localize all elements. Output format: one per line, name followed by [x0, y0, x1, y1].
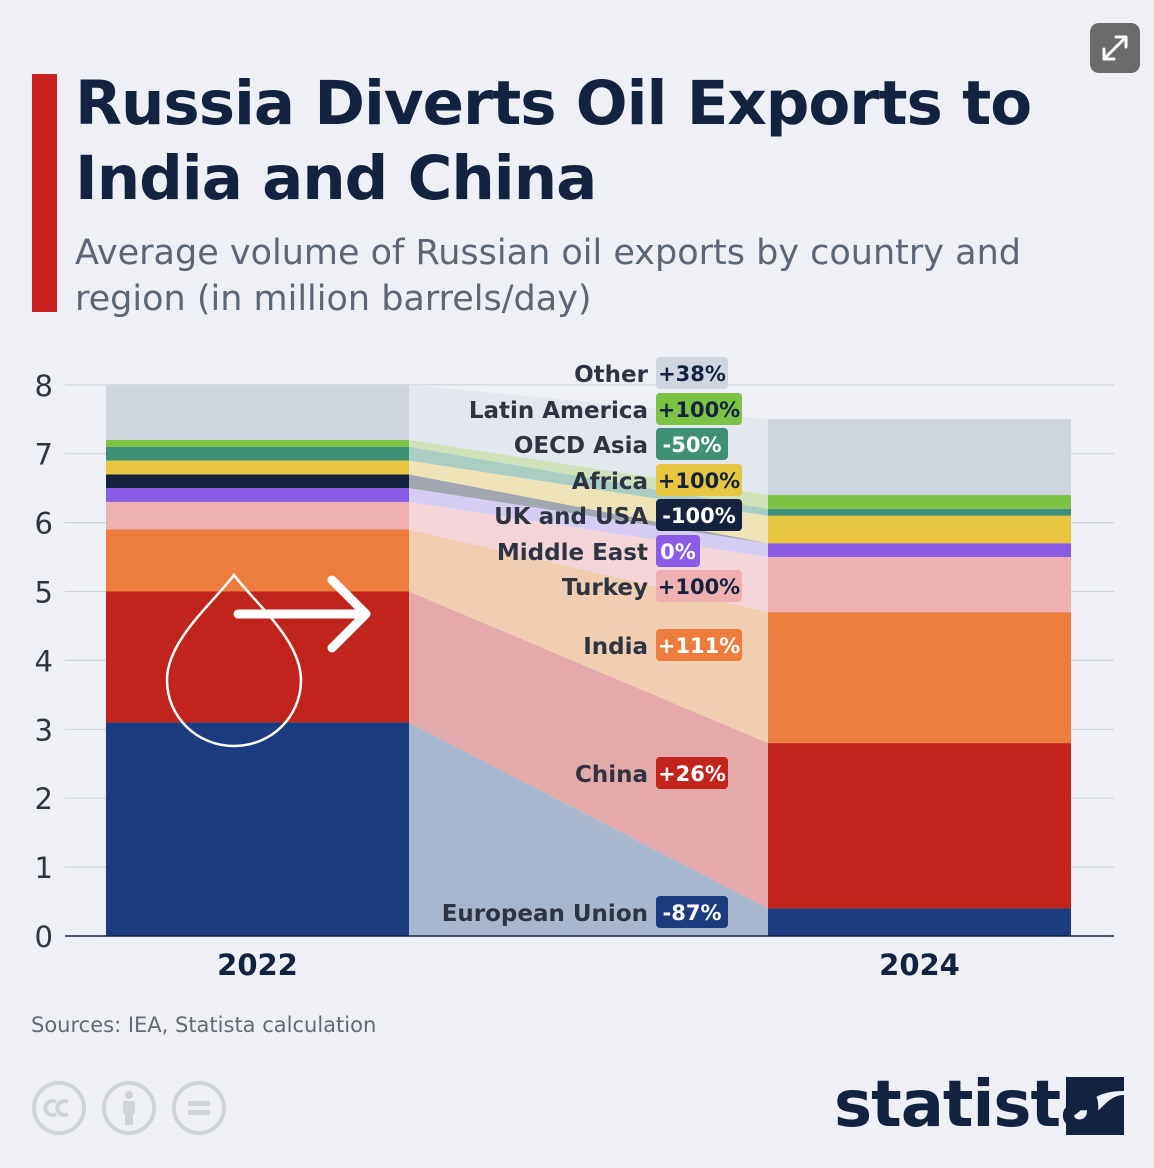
oil-drop-icon: [165, 572, 303, 748]
change-value-uk-and-usa: -100%: [662, 504, 736, 528]
change-value-africa: +100%: [658, 469, 740, 493]
legend-label-china: China: [575, 762, 648, 788]
bar-2024-china: [768, 743, 1071, 909]
change-badge-turkey: [656, 570, 742, 602]
y-tick-label: 8: [35, 369, 53, 403]
change-badge-china: [656, 757, 728, 789]
x-tick-label: 2022: [217, 948, 298, 982]
source-note: Sources: IEA, Statista calculation: [31, 1013, 377, 1037]
change-badge-european-union: [656, 896, 728, 928]
flow-oecd-asia: [409, 446, 768, 516]
legend-label-turkey: Turkey: [562, 575, 648, 601]
flow-india: [409, 529, 768, 744]
bar-2024-africa: [768, 515, 1071, 544]
legend-label-other: Other: [574, 362, 649, 388]
expand-button[interactable]: [1090, 23, 1140, 73]
y-tick-label: 4: [35, 644, 53, 678]
change-value-oecd-asia: -50%: [663, 433, 722, 457]
attribution-icon: [102, 1081, 156, 1135]
y-tick-label: 7: [35, 438, 53, 472]
stacked-bar-chart: 0 1 2 3 4 5 6 7 8 2022 2024 European Union -87% China…: [35, 357, 1114, 982]
change-badge-india: [656, 629, 742, 661]
y-tick-label: 5: [35, 576, 53, 610]
change-value-china: +26%: [658, 762, 726, 786]
bar-2024-latin-america: [768, 495, 1071, 509]
page-title: Russia Diverts Oil Exports to India and …: [75, 68, 1032, 214]
bar-2024-oecd-asia: [768, 508, 1071, 516]
bar-2022-latin-america: [106, 439, 409, 447]
bar-2022-oecd-asia: [106, 446, 409, 461]
change-value-middle-east: 0%: [660, 540, 696, 564]
legend-label-european-union: European Union: [442, 901, 648, 927]
change-badge-latin-america: [656, 393, 742, 425]
statista-logo-icon: [1066, 1077, 1124, 1135]
expand-icon: [1102, 35, 1128, 61]
bar-2022-uk-and-usa: [106, 474, 409, 489]
change-value-india: +111%: [658, 634, 740, 658]
legend-label-latin-america: Latin America: [469, 398, 648, 424]
arrow-right-icon: [327, 575, 371, 653]
change-badge-other: [656, 357, 728, 389]
y-tick-label: 3: [35, 713, 53, 747]
y-tick-label: 0: [35, 920, 53, 954]
bar-2024-india: [768, 612, 1071, 744]
y-tick-label: 2: [35, 782, 53, 816]
legend-label-oecd-asia: OECD Asia: [514, 433, 648, 459]
bar-2022-turkey: [106, 501, 409, 530]
change-badge-middle-east: [656, 535, 700, 567]
bar-2022-india: [106, 529, 409, 592]
bar-2024-other: [768, 419, 1071, 496]
y-tick-label: 1: [35, 851, 53, 885]
legend-label-uk-and-usa: UK and USA: [494, 504, 648, 530]
bar-2024-european-union: [768, 908, 1071, 936]
title-accent-bar: [32, 74, 57, 312]
no-derivatives-icon: [172, 1081, 226, 1135]
bar-2022-european-union: [106, 722, 409, 936]
change-value-latin-america: +100%: [658, 398, 740, 422]
bar-2024-middle-east: [768, 543, 1071, 558]
x-tick-label: 2024: [879, 948, 960, 982]
flow-china: [409, 591, 768, 909]
brand-logo: statista: [834, 1068, 1103, 1142]
cc-icon: [32, 1081, 86, 1135]
bar-2022-other: [106, 384, 409, 440]
change-badge-africa: [656, 464, 742, 496]
legend-label-middle-east: Middle East: [497, 540, 648, 566]
bar-2022-middle-east: [106, 488, 409, 502]
change-value-european-union: -87%: [663, 901, 722, 925]
flow-european-union: [409, 722, 768, 936]
bar-2024-turkey: [768, 557, 1071, 613]
y-tick-label: 6: [35, 507, 53, 541]
bar-2022-africa: [106, 460, 409, 475]
change-badge-uk-and-usa: [656, 499, 742, 531]
legend-label-india: India: [583, 634, 648, 660]
change-value-other: +38%: [658, 362, 726, 386]
legend-label-africa: Africa: [572, 469, 648, 495]
change-value-turkey: +100%: [658, 575, 740, 599]
page-subtitle: Average volume of Russian oil exports by…: [75, 233, 1021, 319]
change-badge-oecd-asia: [656, 428, 728, 460]
